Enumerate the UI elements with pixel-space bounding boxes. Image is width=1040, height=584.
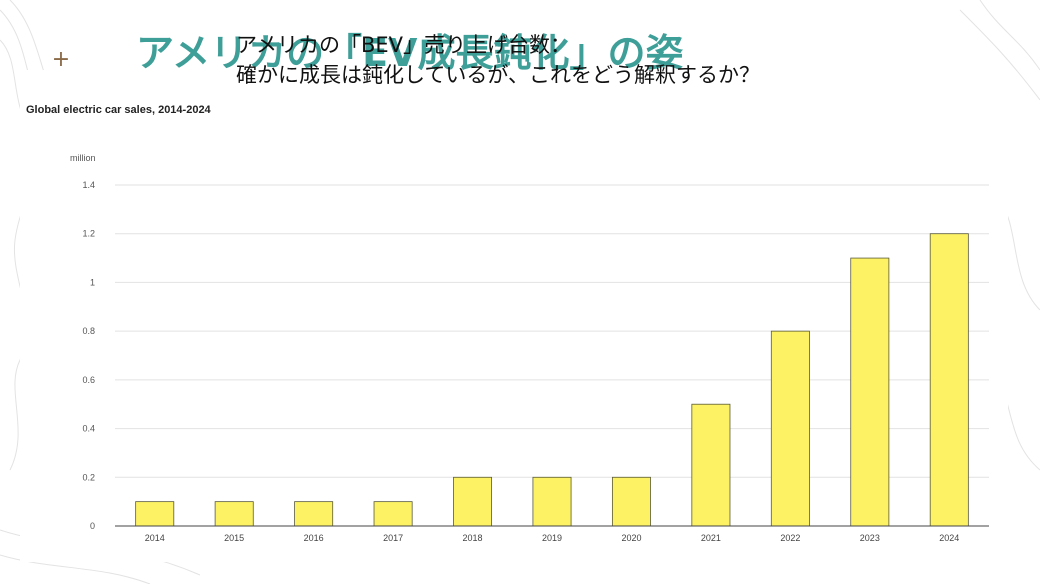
y-tick-label: 0.6	[82, 375, 95, 385]
x-tick-label: 2020	[621, 533, 641, 543]
x-tick-label: 2018	[463, 533, 483, 543]
callout-line-2: 確かに成長は鈍化しているが、これをどう解釈するか？	[236, 63, 760, 87]
bar	[532, 476, 572, 527]
chart-title: Global electric car sales, 2014-2024	[26, 104, 211, 116]
y-tick-label: 1.2	[82, 229, 95, 239]
y-tick-label: 0	[90, 521, 95, 531]
y-tick-label: 1.4	[82, 180, 95, 190]
x-tick-label: 2015	[224, 533, 244, 543]
bar-chart: 0 0.2 0.4 0.6 0.8 1 1.2 1.4 2014 2015 2016 2017 2018…	[82, 180, 989, 543]
bar	[850, 257, 890, 527]
bar	[691, 403, 731, 527]
y-tick-label: 0.2	[82, 472, 95, 482]
y-tick-label: 0.8	[82, 326, 95, 336]
bar	[294, 501, 334, 527]
y-tick-label: 0.4	[82, 424, 95, 434]
callout-text: アメリカの「BEV」売り上げ台数： 確かに成長は鈍化しているが、これをどう解釈す…	[236, 30, 760, 90]
bar	[453, 476, 493, 527]
x-tick-label: 2017	[383, 533, 403, 543]
plus-icon: +	[51, 47, 71, 72]
bar	[135, 501, 175, 527]
y-unit-label: million	[70, 153, 96, 163]
x-tick-label: 2022	[780, 533, 800, 543]
bar	[770, 330, 810, 527]
chart-card: Global electric car sales, 2014-2024 mil…	[20, 70, 1008, 562]
bar	[373, 501, 413, 527]
slide-title: アメリカの「EV成長鈍化」の姿	[136, 31, 684, 75]
x-tick-label: 2023	[860, 533, 880, 543]
bar	[214, 501, 254, 527]
bar	[611, 476, 651, 527]
x-tick-label: 2021	[701, 533, 721, 543]
x-tick-label: 2024	[939, 533, 959, 543]
x-tick-label: 2019	[542, 533, 562, 543]
x-tick-label: 2014	[145, 533, 165, 543]
x-tick-label: 2016	[304, 533, 324, 543]
y-tick-label: 1	[90, 277, 95, 287]
callout-line-1: アメリカの「BEV」売り上げ台数：	[236, 33, 571, 57]
bar	[929, 233, 969, 527]
